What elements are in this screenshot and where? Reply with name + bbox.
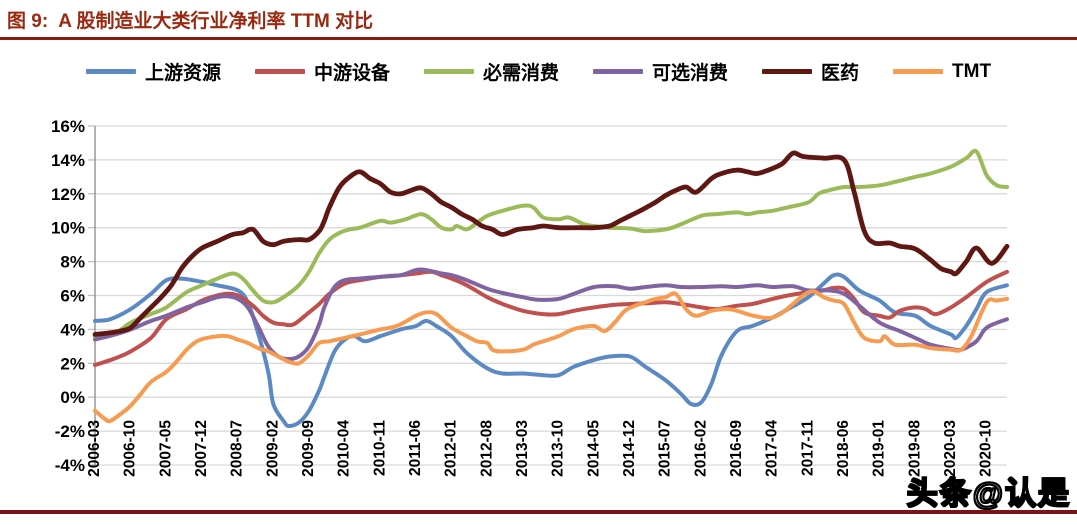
y-axis-label: 10%	[51, 219, 85, 238]
x-axis-label: 2007-12	[193, 420, 210, 477]
legend-item-3: 可选消费	[592, 58, 728, 85]
legend-swatch-icon	[893, 69, 944, 74]
x-axis-label: 2013-10	[550, 420, 567, 477]
series-line-1	[93, 269, 1009, 367]
series-line-0	[93, 272, 1009, 429]
x-axis-label: 2017-04	[764, 420, 781, 477]
figure-number: 图 9:	[7, 11, 49, 32]
x-axis-label: 2017-11	[799, 420, 816, 476]
x-axis-label: 2009-09	[300, 420, 317, 477]
x-axis-label: 2010-04	[336, 420, 353, 477]
series-line-2	[93, 148, 1009, 339]
figure-title: 图 9: A 股制造业大类行业净利率 TTM 对比	[7, 6, 373, 33]
legend-item-4: 医药	[762, 58, 859, 85]
x-axis-label: 2020-10	[978, 420, 995, 477]
legend-label: 可选消费	[651, 63, 728, 84]
x-axis-label: 2014-05	[585, 420, 602, 477]
x-axis-label: 2009-02	[264, 420, 281, 477]
x-axis-label: 2020-03	[942, 420, 959, 477]
x-axis-label: 2019-08	[906, 420, 923, 477]
legend-swatch-icon	[85, 69, 136, 74]
legend-item-2: 必需消费	[423, 58, 559, 85]
chart-legend: 上游资源 中游设备 必需消费 可选消费 医药 TMT	[0, 58, 1077, 85]
figure-title-text: A 股制造业大类行业净利率 TTM 对比	[58, 11, 374, 32]
watermark: 头条@认是	[906, 475, 1071, 512]
x-axis-label: 2013-03	[514, 420, 531, 477]
legend-swatch-icon	[592, 69, 643, 74]
legend-label: 医药	[821, 63, 860, 84]
x-axis-label: 2016-02	[692, 420, 709, 477]
legend-item-0: 上游资源	[85, 58, 221, 85]
legend-swatch-icon	[423, 69, 474, 74]
series-line-5	[93, 289, 1009, 424]
bottom-rule	[0, 510, 1077, 514]
y-axis-label: 0%	[60, 388, 85, 407]
legend-label: 必需消费	[482, 63, 559, 84]
y-axis-label: -2%	[55, 422, 85, 441]
legend-item-5: TMT	[893, 61, 991, 83]
legend-swatch-icon	[254, 69, 305, 74]
x-axis-label: 2019-01	[871, 420, 888, 477]
y-axis-label: 16%	[51, 117, 85, 136]
x-axis-label: 2011-06	[407, 420, 424, 476]
x-axis-label: 2006-10	[122, 420, 139, 477]
y-axis-label: 6%	[60, 287, 85, 306]
x-axis-label: 2015-07	[657, 420, 674, 477]
legend-label: 上游资源	[144, 63, 221, 84]
series-line-4	[92, 150, 1010, 337]
y-axis-label: 4%	[60, 320, 85, 339]
y-axis-label: 12%	[51, 185, 85, 204]
x-axis-label: 2016-09	[728, 420, 745, 477]
legend-swatch-icon	[762, 69, 812, 74]
x-axis-label: 2018-06	[835, 420, 852, 477]
x-axis-label: 2007-05	[157, 420, 174, 477]
series-line-3	[93, 267, 1009, 362]
title-underline	[0, 37, 1077, 40]
x-axis-label: 2012-01	[443, 420, 460, 477]
x-axis-label: 2012-08	[478, 420, 495, 477]
y-axis-label: 8%	[60, 253, 85, 272]
legend-label: TMT	[952, 60, 992, 82]
x-axis-label: 2014-12	[621, 420, 638, 477]
legend-item-1: 中游设备	[254, 58, 390, 85]
y-axis-label: 2%	[60, 354, 85, 373]
legend-label: 中游设备	[313, 63, 390, 84]
x-axis-label: 2010-11	[371, 420, 388, 476]
x-axis-label: 2006-03	[86, 420, 103, 477]
y-axis-label: 14%	[51, 151, 85, 170]
y-axis-label: -4%	[55, 456, 85, 475]
x-axis-label: 2008-07	[229, 420, 246, 477]
